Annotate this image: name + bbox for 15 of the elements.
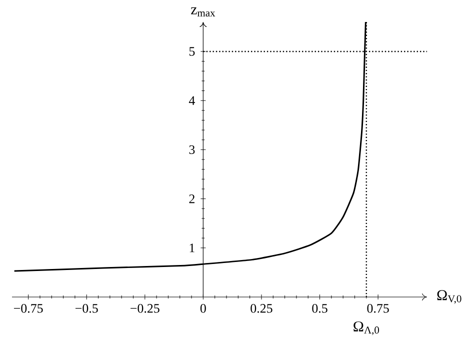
x-tick-label: −0.5: [76, 304, 98, 313]
x-tick-label: 0: [200, 304, 206, 313]
ref-line-label: Ω$_{Λ,0}$: [354, 321, 380, 336]
x-tick-label: 0.5: [312, 304, 328, 313]
x-tick-label: 0.25: [250, 304, 272, 313]
y-tick-label: 4: [188, 96, 195, 105]
x-tick-label: 0.75: [367, 304, 389, 313]
y-tick-label: 1: [190, 244, 194, 252]
x-tick-label: −0.75: [14, 304, 43, 313]
y-tick-label: 2: [189, 194, 194, 204]
y-axis-title: z$_{max}$: [191, 7, 216, 16]
y-tick-label: 5: [189, 47, 195, 56]
x-axis-title: Ω$_{V,0}$: [437, 290, 462, 304]
y-tick-label: 3: [189, 145, 195, 154]
x-tick-label: −0.25: [130, 304, 160, 313]
